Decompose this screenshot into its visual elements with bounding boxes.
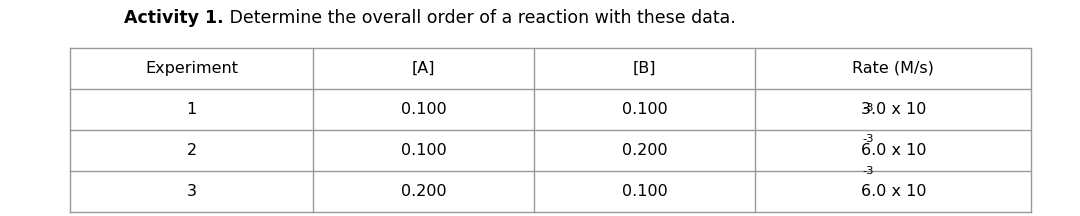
Text: [A]: [A]: [411, 60, 435, 76]
Text: 3: 3: [187, 184, 197, 199]
Text: 2: 2: [187, 143, 197, 158]
Text: Activity 1.: Activity 1.: [124, 9, 224, 27]
Text: -3: -3: [862, 134, 874, 144]
Text: [B]: [B]: [633, 60, 657, 76]
Text: 6.0 x 10: 6.0 x 10: [861, 143, 926, 158]
Text: Determine the overall order of a reaction with these data.: Determine the overall order of a reactio…: [224, 9, 735, 27]
Text: 1: 1: [187, 102, 197, 117]
Text: 0.100: 0.100: [401, 102, 447, 117]
Text: Rate (M/s): Rate (M/s): [852, 60, 934, 76]
Text: Experiment: Experiment: [145, 60, 239, 76]
Text: -3: -3: [862, 166, 874, 176]
Text: 0.200: 0.200: [401, 184, 446, 199]
Text: 3.0 x 10: 3.0 x 10: [861, 102, 926, 117]
Text: 6.0 x 10: 6.0 x 10: [861, 184, 926, 199]
Text: -3: -3: [862, 103, 874, 113]
Text: 0.100: 0.100: [622, 102, 667, 117]
Text: 0.100: 0.100: [401, 143, 447, 158]
Text: 0.100: 0.100: [622, 184, 667, 199]
Text: 0.200: 0.200: [622, 143, 667, 158]
